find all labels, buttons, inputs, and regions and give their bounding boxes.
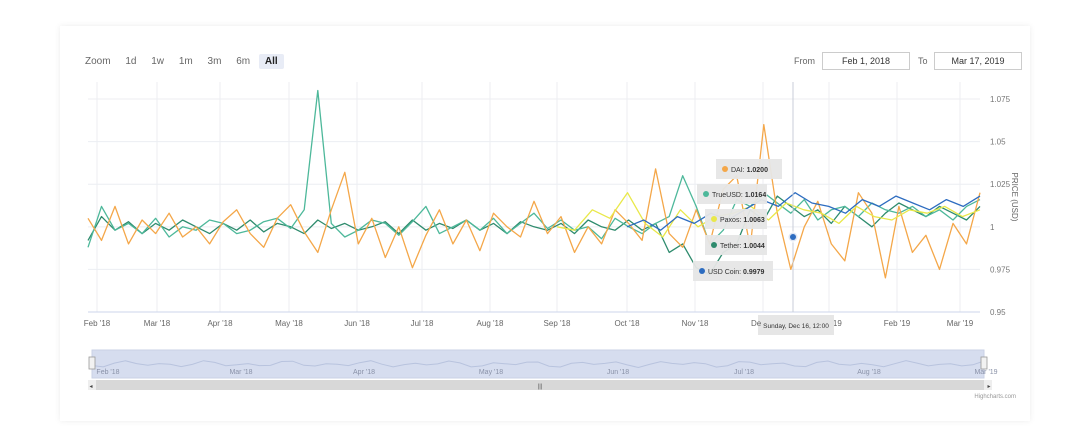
tooltip-box	[716, 159, 782, 179]
x-tick-label: Apr '18	[207, 319, 233, 328]
navigator-tick-label: Mar '19	[974, 369, 997, 376]
crosshair-date-label: Sunday, Dec 16, 12:00	[763, 323, 829, 330]
x-tick-label: Oct '18	[614, 319, 640, 328]
tooltip-box	[693, 261, 773, 281]
series-line-paxos	[556, 192, 981, 238]
x-tick-label: Feb '19	[884, 319, 911, 328]
tooltip-series-value: 1.0063	[743, 217, 765, 224]
navigator-left-handle[interactable]	[88, 356, 96, 370]
tooltip-item-usdcoin: USD Coin: 0.9979	[693, 261, 773, 281]
tooltip-text: Paxos: 1.0063	[720, 217, 765, 224]
series-line-trueusd	[87, 89, 981, 248]
scroll-left-arrow-icon[interactable]: ◂	[89, 384, 92, 390]
y-tick-label: 1.05	[990, 138, 1006, 147]
y-tick-label: 1	[990, 223, 995, 232]
tooltip-series-name: USD Coin:	[708, 269, 743, 276]
tooltip-text: TrueUSD: 1.0164	[712, 192, 766, 199]
tooltip-series-name: Tether:	[720, 243, 743, 250]
y-tick-label: 0.975	[990, 265, 1011, 274]
series-line-dai	[87, 123, 981, 279]
chart-credit: Highcharts.com	[974, 394, 1016, 400]
series-line-usdcoin	[626, 192, 981, 231]
series-line-tether	[87, 195, 981, 276]
zoom-3m-button[interactable]: 3m	[207, 56, 222, 67]
tooltip-color-dot	[699, 268, 705, 274]
tooltip-box	[697, 184, 767, 204]
scroll-right-arrow-icon[interactable]: ▸	[987, 384, 990, 390]
tooltip-series-value: 0.9979	[743, 269, 765, 276]
x-tick-label: May '18	[275, 319, 303, 328]
from-label: From	[794, 56, 815, 66]
crosshair-date-box	[758, 315, 834, 335]
tooltip-color-dot	[711, 216, 717, 222]
tooltip-series-name: Paxos:	[720, 217, 743, 224]
tooltip-series-name: DAI:	[731, 167, 747, 174]
tooltip-series-value: 1.0164	[745, 192, 767, 199]
navigator-tick-label: Mar '18	[229, 369, 252, 376]
from-date-input[interactable]: Feb 1, 2018	[822, 52, 910, 70]
navigator-tick-label: Jun '18	[607, 369, 629, 376]
y-tick-label: 0.95	[990, 308, 1006, 317]
tooltip-item-dai: DAI: 1.0200	[716, 159, 782, 179]
x-tick-label: De	[751, 319, 762, 328]
zoom-1m-button[interactable]: 1m	[178, 56, 193, 67]
navigator-right-handle[interactable]	[980, 356, 988, 370]
tooltip-text: Tether: 1.0044	[720, 243, 765, 250]
zoom-1w-button[interactable]: 1w	[151, 56, 165, 67]
to-date-input[interactable]: Mar 17, 2019	[934, 52, 1022, 70]
x-tick-label: Sep '18	[544, 319, 571, 328]
crosshair-point	[790, 234, 796, 240]
navigator-selection	[91, 349, 985, 379]
tooltip-color-dot	[711, 242, 717, 248]
tooltip-text: DAI: 1.0200	[731, 167, 768, 174]
navigator-series	[91, 360, 985, 369]
x-tick-label: Jun '18	[344, 319, 370, 328]
navigator-tick-label: Feb '18	[96, 369, 119, 376]
navigator-tick-label: Jul '18	[734, 369, 754, 376]
x-tick-label: Aug '18	[477, 319, 504, 328]
x-tick-label: Nov '18	[682, 319, 709, 328]
tooltip-box	[705, 235, 767, 255]
tooltip-text: USD Coin: 0.9979	[708, 269, 765, 276]
zoom-bar: Zoom 1d 1w 1m 3m 6m All	[85, 54, 296, 69]
zoom-1d-button[interactable]: 1d	[125, 56, 137, 67]
zoom-6m-button[interactable]: 6m	[236, 56, 251, 67]
tooltip-series-value: 1.0044	[743, 243, 765, 250]
x-tick-label: Mar '19	[947, 319, 974, 328]
scrollbar-thumb[interactable]	[96, 380, 984, 390]
y-axis-title: PRICE (USD)	[1010, 173, 1019, 222]
zoom-all-button[interactable]: All	[258, 54, 284, 69]
tooltip-item-trueusd: TrueUSD: 1.0164	[697, 184, 767, 204]
tooltip-item-tether: Tether: 1.0044	[705, 235, 767, 255]
tooltip-item-paxos: Paxos: 1.0063	[705, 209, 767, 229]
x-tick-label: Feb '18	[84, 319, 111, 328]
navigator-tick-label: Aug '18	[857, 369, 881, 376]
navigator-tick-label: May '18	[479, 369, 503, 376]
tooltip-box	[705, 209, 767, 229]
scrollbar-grip-icon: |||	[538, 384, 543, 390]
zoom-label: Zoom	[85, 56, 111, 67]
tooltip-color-dot	[722, 166, 728, 172]
tooltip-series-name: TrueUSD:	[712, 192, 745, 199]
x-tick-label: Mar '18	[144, 319, 171, 328]
tooltip-series-value: 1.0200	[747, 167, 769, 174]
navigator-tick-label: Apr '18	[353, 369, 375, 376]
y-tick-label: 1.025	[990, 180, 1011, 189]
to-label: To	[918, 56, 928, 66]
x-tick-label: Jul '18	[411, 319, 434, 328]
y-tick-label: 1.075	[990, 95, 1011, 104]
tooltip-color-dot	[703, 191, 709, 197]
